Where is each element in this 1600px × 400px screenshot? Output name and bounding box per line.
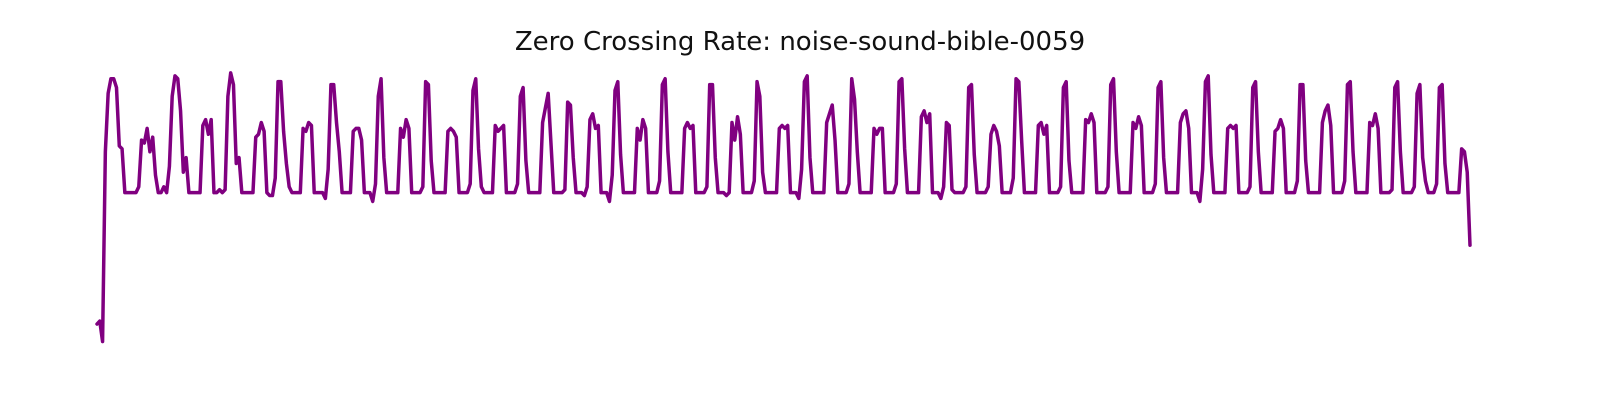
- plot-area: [95, 71, 1472, 344]
- zcr-series-line-0: [95, 71, 1472, 344]
- chart-title: Zero Crossing Rate: noise-sound-bible-00…: [514, 27, 1086, 57]
